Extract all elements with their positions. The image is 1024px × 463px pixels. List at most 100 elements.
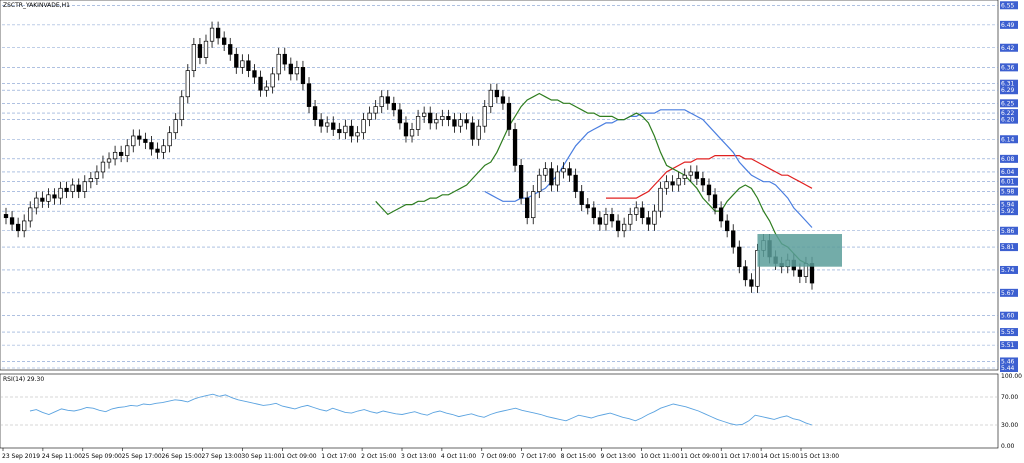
candle [676, 171, 681, 192]
candle-body [15, 223, 21, 232]
highlight-zone[interactable] [757, 234, 842, 267]
time-tick-label: 4 Oct 11:00 [441, 453, 476, 460]
candle [282, 47, 287, 71]
price-tick: 5.94 [1000, 200, 1018, 209]
candle-body [422, 112, 427, 117]
rsi-pane[interactable] [0, 373, 999, 449]
candle-body [46, 194, 51, 202]
time-tick-label: 7 Oct 17:00 [521, 453, 556, 460]
candle [712, 188, 718, 215]
candle-body [506, 102, 512, 130]
candle-body [640, 207, 645, 219]
price-pane[interactable] [0, 0, 999, 371]
price-tick: 6.22 [1000, 109, 1018, 118]
candle [70, 178, 75, 199]
candle [222, 31, 227, 52]
candle-body [300, 67, 306, 85]
symbol-label: ZSCTR_YAKINVADE,H1 [3, 2, 70, 9]
candle [725, 214, 730, 238]
candle-body [343, 125, 348, 134]
candle-body [276, 53, 281, 75]
candle-body [118, 151, 124, 156]
time-tick-label: 10 Oct 11:00 [640, 453, 679, 460]
candle [15, 217, 21, 238]
candle [591, 201, 596, 225]
candle [488, 83, 493, 114]
time-tick-label: 7 Oct 09:00 [481, 453, 516, 460]
candle [137, 129, 142, 146]
candle [167, 126, 172, 153]
candle-body [634, 207, 639, 215]
candle-body [131, 135, 136, 147]
candle-body [185, 70, 190, 98]
candle-body [749, 279, 754, 287]
candle-body [240, 60, 245, 68]
candle-body [670, 181, 675, 186]
candle [306, 77, 312, 114]
price-tick: 5.60 [1000, 311, 1018, 320]
candle-body [312, 106, 318, 120]
candle-body [270, 73, 275, 88]
candle-body [252, 70, 257, 78]
candle [349, 119, 354, 143]
candle [125, 139, 130, 163]
candle-body [76, 184, 81, 192]
candle [737, 240, 742, 274]
candle-body [591, 207, 596, 219]
rsi-tick-label: 30.00 [1001, 422, 1018, 429]
candle [718, 201, 724, 228]
candle-body [628, 214, 633, 225]
price-tick-label: 5.60 [1001, 313, 1015, 320]
candle [112, 145, 118, 166]
candle [609, 207, 615, 228]
price-tick-box [1000, 207, 1018, 216]
candle-body [143, 138, 148, 143]
candle [531, 185, 536, 225]
candle [525, 191, 530, 225]
candle-body [488, 89, 493, 107]
price-tick-label: 6.04 [1001, 169, 1015, 176]
candle [688, 165, 693, 182]
candle [179, 90, 184, 127]
candle [670, 175, 675, 192]
candle [52, 188, 57, 205]
candle-body [549, 168, 554, 186]
candle-body [94, 171, 100, 179]
ma-fast-path [375, 92, 813, 268]
price-tick-label: 5.44 [1001, 365, 1015, 372]
candle [76, 178, 81, 199]
candle-body [203, 40, 209, 58]
candle [373, 100, 378, 120]
candle-body [476, 125, 481, 140]
candle [203, 34, 209, 65]
price-tick-box [1000, 135, 1018, 144]
candle-body [409, 129, 415, 137]
time-tick-label: 23 Sep 2019 [2, 453, 40, 460]
candle [46, 188, 51, 208]
time-tick-label: 11 Oct 09:00 [680, 453, 719, 460]
candle-body [700, 178, 706, 186]
candle-body [361, 119, 366, 134]
candle-body [355, 132, 360, 137]
candle [446, 109, 451, 127]
price-tick-label: 6.14 [1001, 136, 1015, 143]
candle-body [155, 148, 160, 153]
time-tick-label: 24 Sep 11:00 [42, 453, 82, 460]
candle [700, 171, 706, 192]
candle-body [470, 122, 475, 140]
highlight-zone-rect [757, 234, 842, 267]
price-tick-label: 5.74 [1001, 267, 1015, 274]
candle-body [337, 129, 342, 134]
candle-body [579, 191, 584, 205]
time-tick-label: 8 Oct 15:00 [561, 453, 596, 460]
candle [131, 129, 136, 153]
price-axis: 6.55 6.49 6.42 6.36 6.316.29 6.25 6.226.20 6.14… [1000, 1, 1018, 372]
candle-body [440, 116, 445, 120]
candle [300, 60, 306, 91]
candle [646, 211, 651, 231]
candle [276, 47, 281, 81]
candle [573, 168, 578, 199]
candle-body [306, 83, 312, 107]
candle [88, 171, 93, 189]
candle [337, 122, 342, 140]
